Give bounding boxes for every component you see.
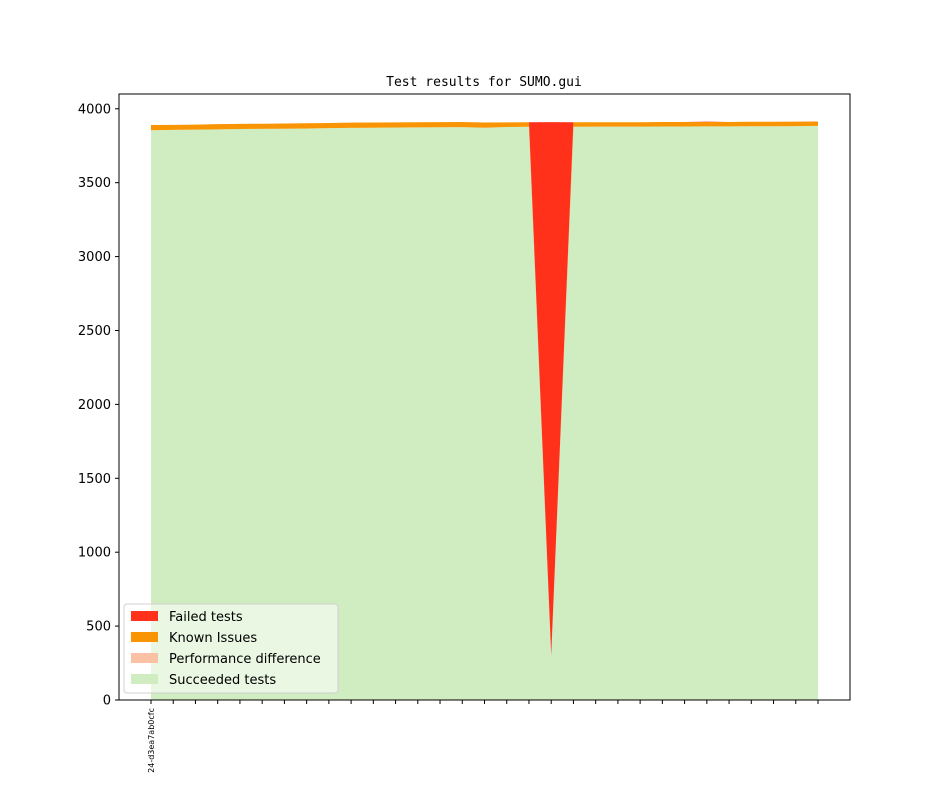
area-succeeded-tests [151,125,818,701]
x-axis: 24-d3ea7ab0cfc [147,700,819,773]
legend-label: Known Issues [169,631,257,646]
legend-swatch [131,653,158,663]
y-tick-label: 3500 [78,176,111,191]
legend-label: Failed tests [169,610,243,625]
y-tick-label: 0 [103,694,111,709]
y-tick-label: 4000 [78,102,111,117]
legend-swatch [131,632,158,642]
y-tick-label: 2500 [78,324,111,339]
y-axis: 0 500 1000 1500 2000 2500 3000 3500 4000 [78,102,119,709]
y-tick-label: 500 [86,620,111,635]
y-tick-label: 3000 [78,250,111,265]
y-tick-label: 2000 [78,398,111,413]
legend: Failed tests Known Issues Performance diff… [123,603,339,694]
plot-frame [118,93,851,701]
x-tick-label: 24-d3ea7ab0cfc [147,708,156,773]
y-tick-label: 1000 [78,546,111,561]
plot-area [151,121,818,701]
legend-swatch [131,611,158,621]
y-tick-label: 1500 [78,472,111,487]
legend-swatch [131,674,158,684]
legend-box [123,603,339,694]
legend-label: Performance difference [169,652,321,667]
chart-title: Test results for SUMO.gui [386,75,582,90]
legend-label: Succeeded tests [169,673,276,688]
